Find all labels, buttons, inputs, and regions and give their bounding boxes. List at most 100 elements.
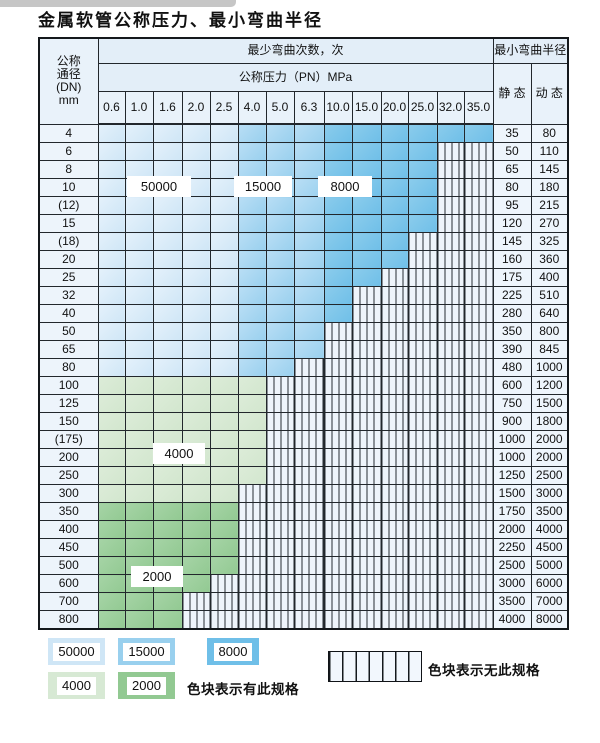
static-value: 750	[492, 394, 532, 413]
no-spec-cell	[436, 448, 465, 467]
no-spec-cell	[265, 538, 295, 557]
spec-cell	[407, 178, 438, 197]
no-spec-cell	[436, 520, 465, 539]
spec-cell	[323, 123, 353, 143]
no-spec-cell	[407, 556, 438, 575]
no-spec-cell	[463, 304, 494, 323]
dn-cell: 500	[38, 556, 99, 575]
table-row: 800 4000 8000	[38, 610, 569, 630]
no-spec-cell	[380, 538, 409, 557]
no-spec-cell	[380, 394, 409, 413]
table-row: (175) 1000 2000	[38, 430, 569, 449]
spec-cell	[237, 286, 267, 305]
no-spec-cell	[436, 232, 465, 251]
spec-cell	[181, 123, 211, 143]
no-spec-cell	[463, 610, 494, 630]
spec-cell	[436, 123, 465, 143]
pressure-value-header: 6.3	[293, 91, 325, 125]
spec-cell	[181, 142, 211, 161]
no-spec-cell	[265, 430, 295, 449]
spec-cell	[97, 123, 126, 143]
no-spec-cell	[463, 160, 494, 179]
spec-cell	[351, 232, 382, 251]
spec-cell	[293, 250, 325, 269]
spec-cell	[265, 250, 295, 269]
no-spec-cell	[293, 592, 325, 611]
dn-cell: 4	[38, 123, 99, 143]
spec-cell	[209, 376, 239, 395]
no-spec-cell	[436, 250, 465, 269]
spec-cell	[124, 142, 154, 161]
no-spec-cell	[463, 430, 494, 449]
dynamic-value: 4500	[530, 538, 569, 557]
no-spec-cell	[237, 520, 267, 539]
dynamic-value: 7000	[530, 592, 569, 611]
no-spec-cell	[463, 592, 494, 611]
spec-cell	[293, 304, 325, 323]
table-row: 40 280 640	[38, 304, 569, 323]
spec-cell	[293, 196, 325, 215]
spec-cell	[97, 592, 126, 611]
static-value: 145	[492, 232, 532, 251]
dynamic-value: 2000	[530, 448, 569, 467]
dn-cell: 350	[38, 502, 99, 521]
no-spec-cell	[407, 250, 438, 269]
spec-cell	[181, 394, 211, 413]
no-spec-cell	[323, 538, 353, 557]
no-spec-cell	[351, 376, 382, 395]
pressure-value-header: 15.0	[351, 91, 382, 125]
static-value: 35	[492, 123, 532, 143]
no-spec-cell	[351, 394, 382, 413]
spec-cell	[152, 376, 183, 395]
spec-cell	[380, 123, 409, 143]
no-spec-cell	[407, 574, 438, 593]
no-spec-cell	[323, 466, 353, 485]
dynamic-value: 3000	[530, 484, 569, 503]
table-row: 200 1000 2000	[38, 448, 569, 467]
no-spec-cell	[407, 592, 438, 611]
no-spec-cell	[436, 268, 465, 287]
no-spec-cell	[463, 232, 494, 251]
spec-cell	[124, 520, 154, 539]
spec-cell	[237, 358, 267, 377]
pressure-value-header: 35.0	[463, 91, 494, 125]
spec-cell	[463, 123, 494, 143]
no-spec-cell	[351, 502, 382, 521]
no-spec-cell	[293, 358, 325, 377]
page-title: 金属软管公称压力、最小弯曲半径	[38, 11, 323, 31]
no-spec-cell	[463, 556, 494, 575]
spec-cell	[97, 484, 126, 503]
spec-cell	[323, 250, 353, 269]
static-value: 65	[492, 160, 532, 179]
static-value: 1000	[492, 430, 532, 449]
dn-cell: 6	[38, 142, 99, 161]
spec-cell	[407, 196, 438, 215]
no-spec-cell	[436, 376, 465, 395]
no-spec-cell	[380, 574, 409, 593]
spec-cell	[351, 250, 382, 269]
spec-cell	[209, 268, 239, 287]
no-spec-cell	[351, 556, 382, 575]
table-row: 10 80 180	[38, 178, 569, 197]
no-spec-cell	[351, 592, 382, 611]
no-spec-cell	[293, 520, 325, 539]
spec-cell	[351, 142, 382, 161]
dynamic-value: 1200	[530, 376, 569, 395]
no-spec-cell	[436, 466, 465, 485]
no-spec-cell	[463, 142, 494, 161]
dn-cell: 8	[38, 160, 99, 179]
no-spec-cell	[407, 502, 438, 521]
spec-cell	[152, 358, 183, 377]
no-spec-cell	[265, 394, 295, 413]
spec-cell	[181, 304, 211, 323]
spec-cell	[124, 430, 154, 449]
no-spec-cell	[463, 214, 494, 233]
dynamic-value: 215	[530, 196, 569, 215]
table-row: 20 160 360	[38, 250, 569, 269]
no-spec-cell	[209, 574, 239, 593]
table-row: 65 390 845	[38, 340, 569, 359]
no-spec-cell	[463, 286, 494, 305]
no-spec-cell	[380, 448, 409, 467]
spec-cell	[407, 142, 438, 161]
